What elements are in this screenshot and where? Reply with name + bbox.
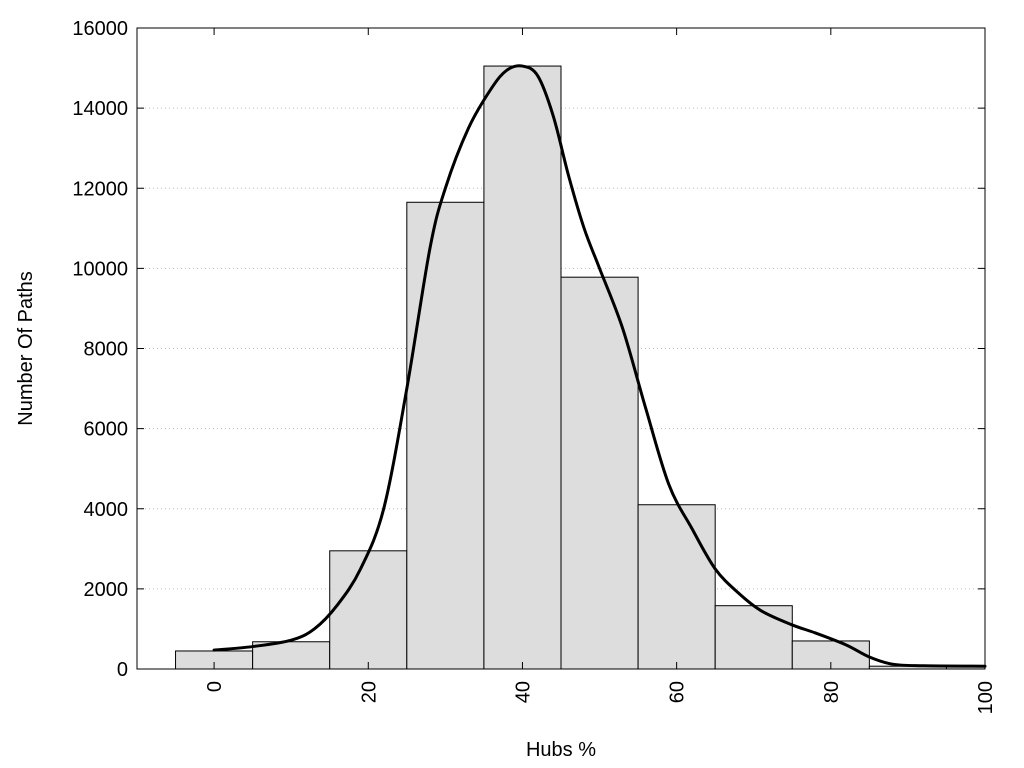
y-tick-label: 14000	[72, 98, 128, 120]
x-tick-label: 80	[821, 681, 843, 703]
y-tick-label: 16000	[72, 18, 128, 40]
histogram-bars	[175, 65, 986, 670]
histogram-bar	[714, 605, 793, 670]
y-tick-label: 4000	[84, 499, 129, 521]
x-tick-label: 60	[667, 681, 689, 703]
y-tick-label: 6000	[84, 419, 129, 441]
y-tick-label: 12000	[72, 178, 128, 200]
y-axis-title: Number Of Paths	[15, 271, 37, 426]
y-tick-label: 10000	[72, 258, 128, 280]
histogram-bar	[483, 65, 562, 670]
histogram-bar	[329, 550, 408, 670]
y-tick-label: 2000	[84, 579, 129, 601]
x-axis-ticks: 0 20 40 60 80 100	[204, 28, 997, 714]
y-tick-label: 8000	[84, 339, 129, 361]
x-axis-title: Hubs %	[526, 739, 596, 761]
x-tick-label: 40	[512, 681, 534, 703]
density-curve	[212, 64, 987, 668]
histogram-bar	[406, 201, 485, 670]
y-tick-label: 0	[117, 659, 128, 681]
y-axis-ticks: 0 2000 4000 6000 8000 10000 12000 14000 16000	[72, 18, 985, 681]
x-tick-label: 100	[975, 681, 997, 714]
histogram-bar	[560, 276, 639, 670]
density-curve-layer	[212, 64, 987, 668]
x-tick-label: 20	[358, 681, 380, 703]
x-tick-label: 0	[204, 681, 226, 692]
histogram-bar	[637, 504, 716, 670]
